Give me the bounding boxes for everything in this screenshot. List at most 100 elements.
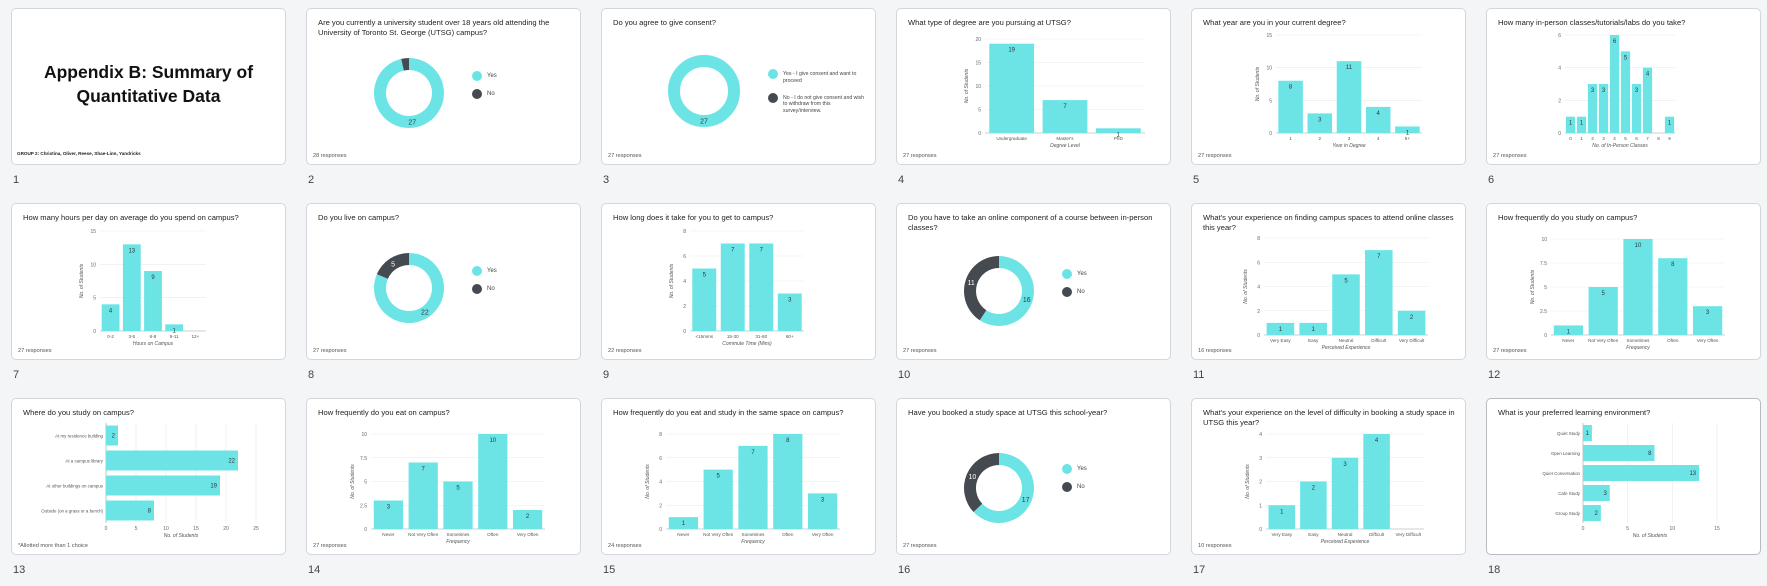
bar [773, 434, 803, 529]
bar [106, 475, 220, 496]
slide-number-6: 6 [1488, 174, 1495, 186]
response-count: 28 responses [313, 153, 347, 159]
bar-data-label: 3 [1318, 117, 1322, 123]
y-axis-title: No. of Students [669, 263, 675, 298]
response-count: 27 responses [903, 153, 937, 159]
bar-data-label: 3 [1591, 88, 1595, 94]
bar-data-label: 7 [751, 450, 755, 456]
slide-thumbnail-17[interactable]: What's your experience on the level of d… [1191, 398, 1466, 555]
slide-question: Have you booked a study space at UTSG th… [908, 408, 1108, 417]
legend-item-consent-yes: Yes - I give consent and want to proceed [768, 69, 868, 85]
bar [373, 500, 404, 529]
bar-data-label: 1 [1280, 509, 1284, 515]
y-tick-label: 2.5 [1540, 309, 1547, 315]
bar-data-label: 3 [821, 497, 825, 503]
slide-thumbnail-11[interactable]: What's your experience on finding campus… [1191, 203, 1466, 360]
y-tick-label: 0 [659, 527, 662, 533]
response-count: 27 responses [903, 543, 937, 549]
slide-thumbnail-3[interactable]: Do you agree to give consent? 27 Yes - I… [601, 8, 876, 165]
bar [1623, 239, 1653, 335]
x-tick-label: 3-5 [128, 334, 135, 339]
x-tick-label: Sometimes [1627, 338, 1651, 343]
bar [1365, 250, 1393, 335]
y-tick-label: 15 [975, 61, 981, 67]
bar [807, 493, 838, 529]
bar [692, 268, 717, 331]
response-count: 27 responses [1493, 348, 1527, 354]
x-tick-label: Often [1667, 338, 1679, 343]
response-count: 27 responses [1493, 153, 1527, 159]
pie-slice-yes [374, 253, 444, 323]
slide-thumbnail-1[interactable]: Appendix B: Summary of Quantitative Data… [11, 8, 286, 165]
x-tick-label: 20 [223, 526, 229, 532]
slide-thumbnail-5[interactable]: What year are you in your current degree… [1191, 8, 1466, 165]
bar [1332, 274, 1360, 335]
slide-thumbnail-9[interactable]: How long does it take for you to get to … [601, 203, 876, 360]
legend-item-yes: Yes [472, 266, 497, 276]
bar-data-label: 7 [422, 467, 426, 473]
bar [989, 43, 1035, 134]
y-tick-label: 4 [683, 279, 686, 285]
x-tick-label: 5 [1624, 136, 1627, 141]
y-tick-label: 10 [1266, 66, 1272, 72]
bar [1598, 84, 1609, 133]
slide-thumbnail-7[interactable]: How many hours per day on average do you… [11, 203, 286, 360]
slide-number-9: 9 [603, 369, 610, 381]
bar-data-label: 10 [489, 438, 496, 444]
slide-question: Do you have to take an online component … [908, 213, 1153, 232]
slide-thumbnail-2[interactable]: Are you currently a university student o… [306, 8, 581, 165]
x-axis-title: Frequency [446, 539, 470, 545]
slide-thumbnail-4[interactable]: What type of degree are you pursuing at … [896, 8, 1171, 165]
y-tick-label: 0 [683, 329, 686, 335]
slide-thumbnail-15[interactable]: How frequently do you eat and study in t… [601, 398, 876, 555]
y-axis-title: No. of Students [1243, 269, 1249, 304]
legend-swatch-yes [1062, 464, 1072, 474]
bar [1664, 116, 1675, 133]
slide-question: What year are you in your current degree… [1203, 18, 1346, 27]
pie-data-label: 11 [968, 280, 975, 287]
x-tick-label: Very Easy [1271, 532, 1292, 537]
slide-number-5: 5 [1193, 174, 1200, 186]
slide-thumbnail-16[interactable]: Have you booked a study space at UTSG th… [896, 398, 1171, 555]
slide-thumbnail-18[interactable]: What is your preferred learning environm… [1486, 398, 1761, 555]
bar [1307, 113, 1333, 133]
bar-chart: 0 2 4 6 8 5 <15mins 7 15-30 7 31-60 3 60+ Commute Tim… [669, 229, 804, 347]
y-tick-label: 1 [1259, 503, 1262, 509]
y-tick-label: 6 [683, 254, 686, 260]
x-tick-label: Sometimes [742, 532, 766, 537]
x-tick-label: Never [1562, 338, 1575, 343]
slide-thumbnail-14[interactable]: How frequently do you eat on campus? 0 2.… [306, 398, 581, 555]
bar-data-label: 2 [1312, 486, 1316, 492]
x-tick-label: Neutral [1339, 338, 1354, 343]
bar [1583, 505, 1601, 521]
bar [1658, 258, 1688, 335]
pie-slice-yes [979, 256, 1034, 326]
bar [165, 324, 184, 331]
x-tick-label: 5 [135, 526, 138, 532]
x-axis-title: Frequency [1626, 345, 1650, 351]
slide-thumbnail-12[interactable]: How frequently do you study on campus? 0… [1486, 203, 1761, 360]
slide-number-15: 15 [603, 564, 616, 576]
legend-item-no: No [472, 284, 497, 294]
y-tick-label: 15 [1266, 33, 1272, 39]
bar-data-label: 10 [1635, 243, 1642, 249]
x-tick-label: Easy [1308, 338, 1319, 343]
slide-thumbnail-10[interactable]: Do you have to take an online component … [896, 203, 1171, 360]
x-tick-label: Difficult [1371, 338, 1387, 343]
pie-slice-no [964, 453, 999, 513]
x-tick-label: 10 [163, 526, 169, 532]
legend-swatch-no [1062, 287, 1072, 297]
y-tick-label: 4 [659, 480, 662, 486]
y-tick-label: 20 [975, 37, 981, 43]
x-tick-label: 7 [1646, 136, 1649, 141]
y-axis-title: No. of Students [645, 464, 651, 499]
bar-data-label: 4 [1375, 438, 1379, 444]
horizontal-bar-chart: 0 5 10 15 1 Quiet Study 8 Open Learning 13 Quiet … [1542, 423, 1720, 539]
slide-thumbnail-13[interactable]: Where do you study on campus? 0 5 10 15 20 25… [11, 398, 286, 555]
x-tick-label: 3 [1348, 136, 1351, 141]
bar-data-label: 8 [1289, 85, 1293, 91]
slide-number-1: 1 [13, 174, 20, 186]
x-tick-label: 5+ [1405, 136, 1411, 141]
slide-thumbnail-8[interactable]: Do you live on campus? 22 5 Yes No 27 res… [306, 203, 581, 360]
slide-thumbnail-6[interactable]: How many in-person classes/tutorials/lab… [1486, 8, 1761, 165]
